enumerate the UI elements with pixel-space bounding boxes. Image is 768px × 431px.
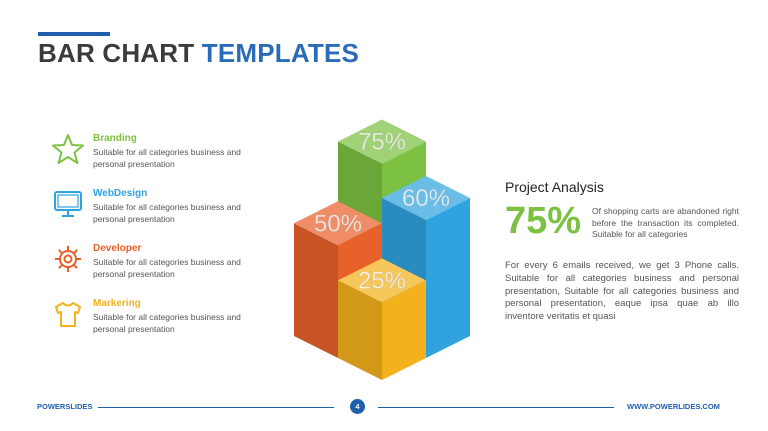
feature-title: Markering xyxy=(93,298,141,309)
bar-top-face xyxy=(294,201,382,246)
bar-left-face xyxy=(338,280,382,380)
title-accent-bar xyxy=(38,32,110,36)
page-title: BAR CHART TEMPLATES xyxy=(38,38,359,69)
feature-desc: Suitable for all categories business and… xyxy=(93,202,241,224)
bar-top-face xyxy=(382,176,470,220)
feature-title: WebDesign xyxy=(93,188,148,199)
feature-title: Branding xyxy=(93,133,137,144)
feature-desc: Suitable for all categories business and… xyxy=(93,312,241,334)
bar-value-label: 75% xyxy=(358,129,406,156)
bar-top-face xyxy=(338,119,426,164)
bar-chart: 75% 50% 60% 25% xyxy=(294,119,470,380)
analysis-paragraph: For every 6 emails received, we get 3 Ph… xyxy=(505,260,739,323)
gear-icon xyxy=(55,246,81,272)
page-number: 4 xyxy=(350,399,365,414)
footer-line-left xyxy=(98,407,334,408)
bar-value-label: 25% xyxy=(358,267,406,294)
monitor-icon xyxy=(54,191,82,217)
bar-value-label: 50% xyxy=(314,210,362,237)
footer-url: WWW.POWERLIDES.COM xyxy=(627,402,720,411)
analysis-small-text: Of shopping carts are abandoned right be… xyxy=(592,206,739,239)
bar-right-face xyxy=(426,198,470,358)
star-icon xyxy=(52,134,84,164)
footer-line-right xyxy=(378,407,614,408)
feature-title: Developer xyxy=(93,243,142,254)
bar-left-face xyxy=(294,223,338,358)
bar-right-face xyxy=(382,280,426,380)
shirt-icon xyxy=(55,302,81,327)
title-part2: TEMPLATES xyxy=(201,38,360,68)
feature-desc: Suitable for all categories business and… xyxy=(93,257,241,279)
analysis-big-value: 75% xyxy=(505,200,582,242)
bar-value-label: 60% xyxy=(402,185,450,212)
analysis-title: Project Analysis xyxy=(505,179,604,195)
footer-brand: POWERSLIDES xyxy=(37,402,93,411)
title-part1: BAR CHART xyxy=(38,38,195,68)
feature-desc: Suitable for all categories business and… xyxy=(93,147,241,169)
bar-top-face xyxy=(338,258,426,303)
